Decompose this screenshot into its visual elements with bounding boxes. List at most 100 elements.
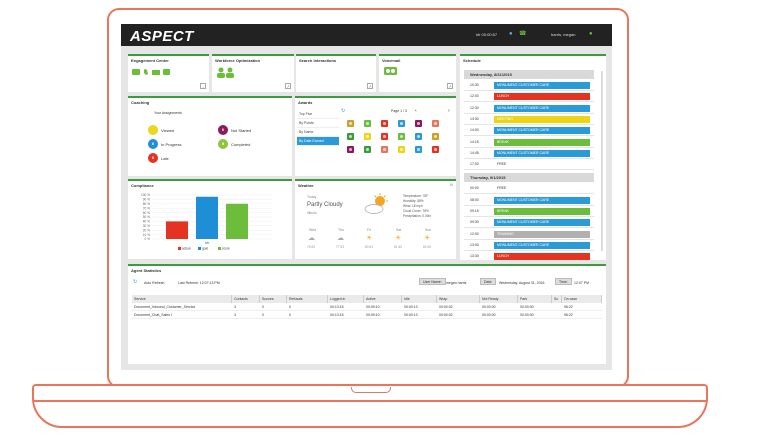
schedule-activity[interactable]: TRAINING — [494, 230, 590, 238]
next-page-icon[interactable]: › — [448, 108, 450, 114]
table-cell: 00:00:13 — [404, 305, 418, 309]
refresh-icon[interactable]: ↻ — [341, 108, 346, 114]
schedule-row[interactable]: 12:00 LUNCH — [464, 92, 594, 101]
column-header[interactable]: Active — [364, 295, 402, 303]
column-header[interactable]: Contacts — [232, 295, 260, 303]
table-cell: 0 — [289, 313, 291, 317]
schedule-time: 13:30 — [470, 254, 479, 259]
status-label[interactable]: Late — [161, 156, 169, 161]
status-label[interactable]: Viewed — [161, 128, 175, 133]
top-bar: ASPECT kfr 00:00:57 ● ☎ harris, megan ● — [121, 24, 612, 46]
schedule-row[interactable]: 13:30 LUNCH — [464, 252, 594, 260]
column-header[interactable]: Service — [132, 295, 232, 303]
open-icon[interactable]: ↗ — [447, 83, 453, 89]
schedule-row[interactable]: 00:00 FREE — [464, 184, 594, 193]
award-badge — [364, 146, 371, 153]
forecast-temp: 80 63 — [365, 245, 373, 249]
schedule-activity[interactable]: BREAK — [494, 208, 590, 215]
schedule-row[interactable]: 13:30 MEETING — [464, 115, 594, 124]
table-row[interactable]: Document_Chat_Sales I 3 0 0 00:13:15 00:09:10… — [132, 312, 602, 319]
award-badge — [415, 120, 422, 127]
laptop-base — [32, 384, 708, 428]
awards-tab[interactable]: By Name — [297, 128, 339, 137]
legend-label: goal — [202, 247, 208, 251]
column-header[interactable]: On case — [562, 295, 602, 303]
awards-tab[interactable]: By Points — [297, 119, 339, 128]
schedule-row[interactable]: 10:30 MONUMENT CUSTOMER CARE — [464, 81, 594, 90]
status-count-badge — [148, 125, 158, 135]
settings-icon[interactable]: ⚙ — [449, 183, 453, 187]
awards-tab[interactable]: Top Five — [297, 110, 339, 119]
phone-status-icon[interactable]: ☎ — [519, 31, 527, 37]
award-badge — [415, 133, 422, 140]
award-badge — [381, 133, 388, 140]
schedule-activity[interactable]: MEETING — [494, 115, 590, 123]
open-arrow-icon[interactable]: → — [200, 83, 206, 89]
schedule-time: 09:15 — [470, 209, 479, 213]
user-name[interactable]: harris, megan — [551, 32, 576, 37]
schedule-activity[interactable]: MONUMENT CUSTOMER CARE — [494, 127, 590, 135]
panel-title: Schedule — [463, 58, 481, 63]
schedule-row[interactable]: 17:00 FREE — [464, 160, 594, 169]
column-header[interactable]: Refusals — [287, 295, 328, 303]
schedule-activity[interactable]: MONUMENT CUSTOMER CARE — [494, 104, 590, 112]
column-header[interactable]: Wrap — [437, 295, 480, 303]
schedule-activity[interactable]: FREE — [497, 162, 507, 167]
weather-detail: Cloud Cover: 78% — [403, 209, 429, 213]
open-icon[interactable]: ↗ — [285, 83, 291, 89]
schedule-activity[interactable]: MONUMENT CUSTOMER CARE — [494, 219, 590, 227]
column-header[interactable]: Succes. — [260, 295, 287, 303]
status-icon[interactable]: ● — [589, 31, 593, 37]
row-divider — [464, 101, 594, 103]
engagement-center-panel[interactable]: Engagement Center → — [128, 54, 209, 92]
column-header[interactable]: Park — [518, 295, 552, 303]
awards-page: Page 1 / 3 — [391, 109, 407, 113]
headset-icon[interactable]: ● — [509, 31, 513, 37]
schedule-row[interactable]: 12:30 MONUMENT CUSTOMER CARE — [464, 104, 594, 113]
auto-refresh-checkbox[interactable]: Auto Refresh — [144, 281, 165, 285]
schedule-activity[interactable]: LUNCH — [494, 253, 590, 260]
schedule-row[interactable]: 12:00 TRAINING — [464, 230, 594, 239]
schedule-activity[interactable]: MONUMENT CUSTOMER CARE — [494, 149, 590, 157]
column-header[interactable]: Idle — [402, 295, 437, 303]
table-header: Service Contacts Succes. Refusals Logged in A… — [132, 295, 602, 303]
forecast-day: Fri — [367, 228, 372, 232]
schedule-row[interactable]: 14:00 MONUMENT CUSTOMER CARE — [464, 126, 594, 135]
schedule-row[interactable]: 09:15 BREAK — [464, 207, 594, 216]
schedule-activity[interactable]: BREAK — [494, 138, 590, 146]
column-header[interactable]: Logged in — [328, 295, 364, 303]
column-header[interactable]: Sc — [552, 295, 562, 303]
weather-condition: Partly Cloudy — [307, 202, 343, 208]
legend-label: score — [222, 247, 230, 251]
awards-tab[interactable]: By Date Earned — [297, 137, 339, 146]
table-cell: 3 — [234, 305, 236, 309]
voicemail-panel[interactable]: Voicemail ↗ — [379, 54, 456, 92]
schedule-row[interactable]: 14:45 MONUMENT CUSTOMER CARE — [464, 149, 594, 158]
award-badge — [347, 133, 354, 140]
status-label[interactable]: In Progress — [161, 142, 182, 147]
schedule-activity[interactable]: FREE — [497, 186, 507, 191]
schedule-activity[interactable]: MONUMENT CUSTOMER CARE — [494, 196, 590, 204]
open-icon[interactable]: ↗ — [367, 83, 373, 89]
schedule-row[interactable]: 13:00 MONUMENT CUSTOMER CARE — [464, 241, 594, 250]
schedule-activity[interactable]: MONUMENT CUSTOMER CARE — [494, 241, 590, 249]
status-count-badge: 0 — [148, 153, 158, 163]
refresh-icon[interactable]: ↻ — [133, 279, 138, 285]
schedule-row[interactable]: 09:30 MONUMENT CUSTOMER CARE — [464, 218, 594, 227]
status-label[interactable]: Completed — [231, 142, 251, 147]
schedule-row[interactable]: 08:00 MONUMENT CUSTOMER CARE — [464, 196, 594, 205]
search-interactions-panel[interactable]: Search Interactions ↗ — [296, 54, 376, 92]
workforce-optimization-panel[interactable]: Workforce Optimization ↗ — [212, 54, 294, 92]
schedule-activity[interactable]: LUNCH — [494, 93, 590, 101]
scrollbar[interactable] — [601, 71, 603, 251]
table-cell: 0 — [262, 313, 264, 317]
schedule-time: 12:30 — [470, 105, 479, 110]
schedule-activity[interactable]: MONUMENT CUSTOMER CARE — [494, 82, 590, 89]
user-name-label: User Name: — [419, 278, 446, 285]
column-header[interactable]: Not Ready — [480, 295, 518, 303]
prev-page-icon[interactable]: ‹ — [415, 108, 417, 114]
y-tick-label: 30 % — [143, 224, 150, 228]
table-row[interactable]: Document_Inbound_Customer_Service 3 0 0 00:1… — [132, 304, 602, 311]
schedule-row[interactable]: 14:15 BREAK — [464, 138, 594, 147]
status-label[interactable]: Not Started — [231, 128, 252, 133]
